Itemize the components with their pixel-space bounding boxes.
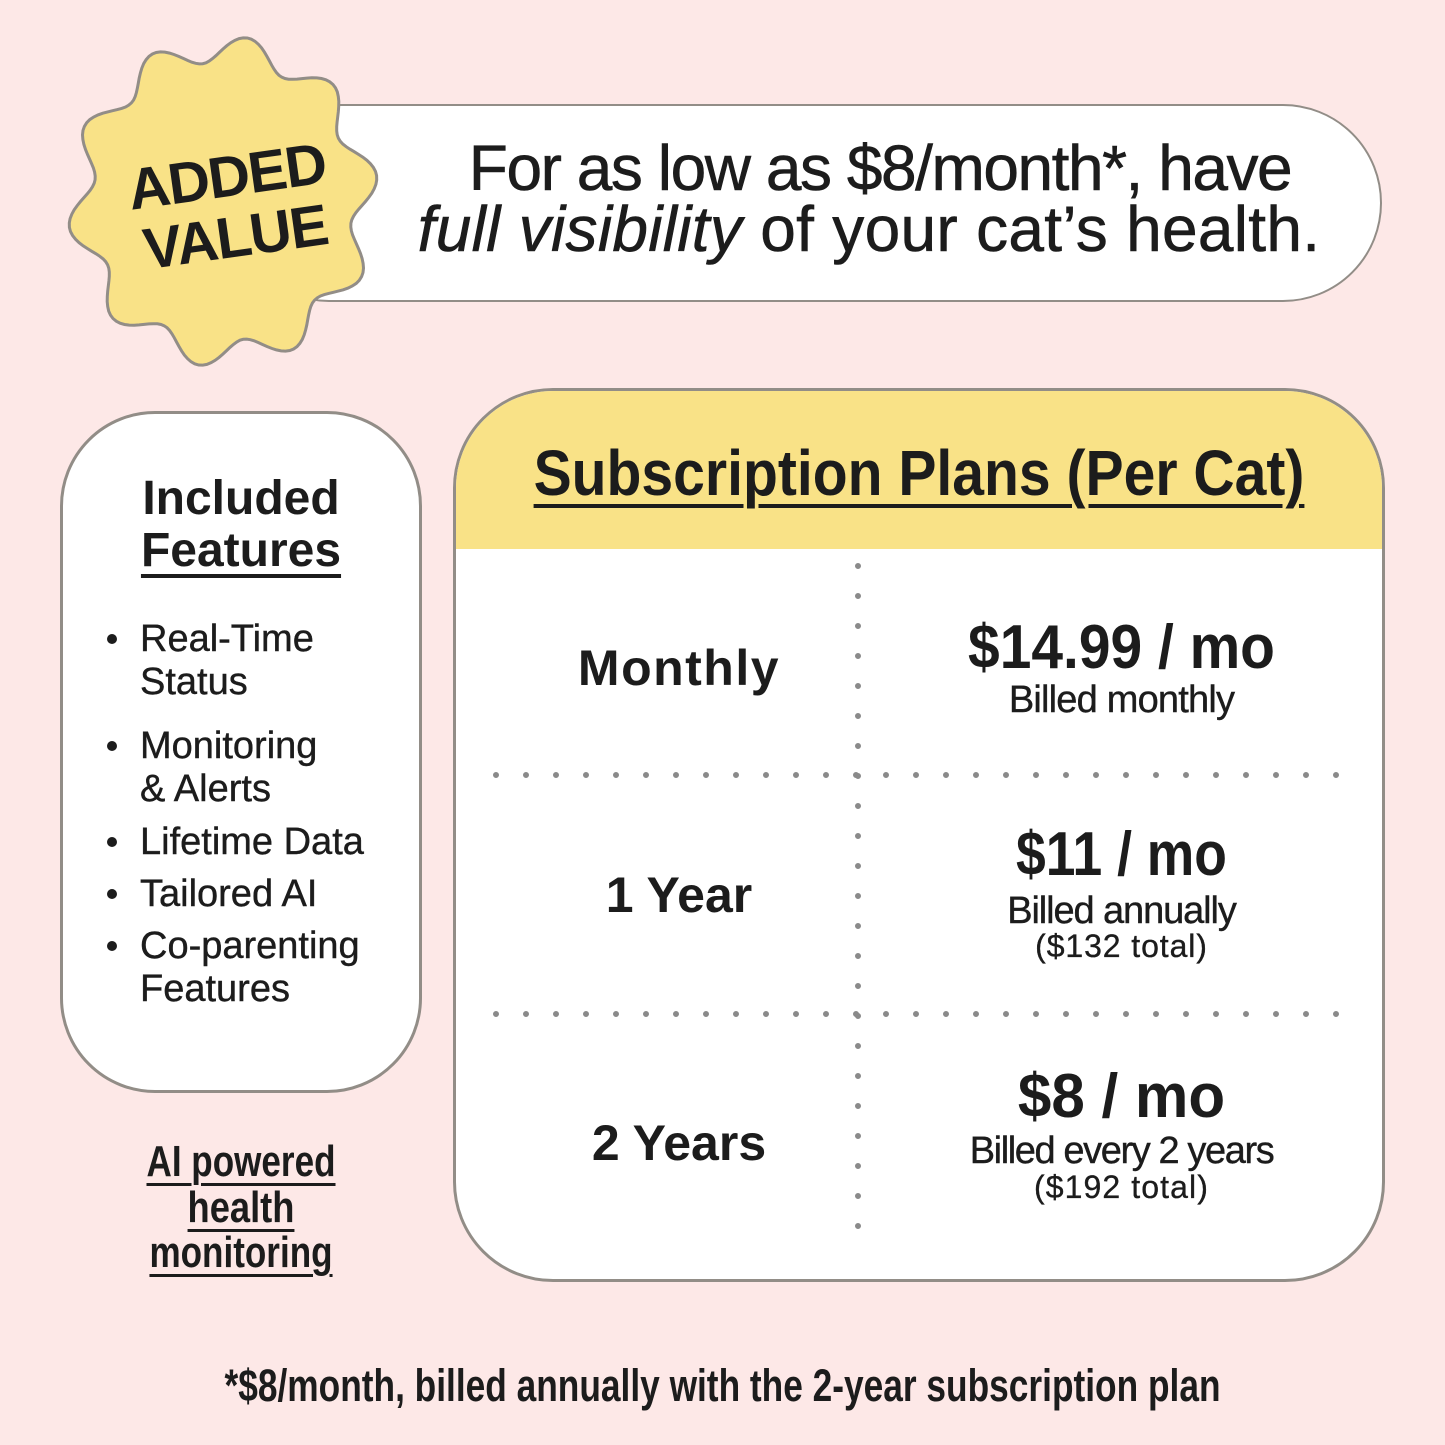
svg-text:*$8/month, billed annually wit: *$8/month, billed annually with the 2-ye… <box>225 1360 1221 1411</box>
